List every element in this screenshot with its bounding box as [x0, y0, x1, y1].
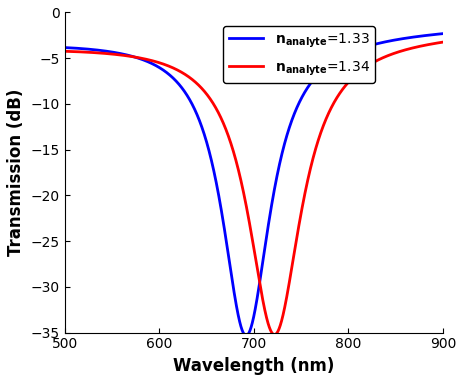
Y-axis label: Transmission (dB): Transmission (dB) — [7, 89, 25, 256]
X-axis label: Wavelength (nm): Wavelength (nm) — [173, 357, 334, 375]
Legend: $\mathbf{n}_{\mathbf{analyte}}$=1.33, $\mathbf{n}_{\mathbf{analyte}}$=1.34: $\mathbf{n}_{\mathbf{analyte}}$=1.33, $\… — [223, 26, 375, 83]
